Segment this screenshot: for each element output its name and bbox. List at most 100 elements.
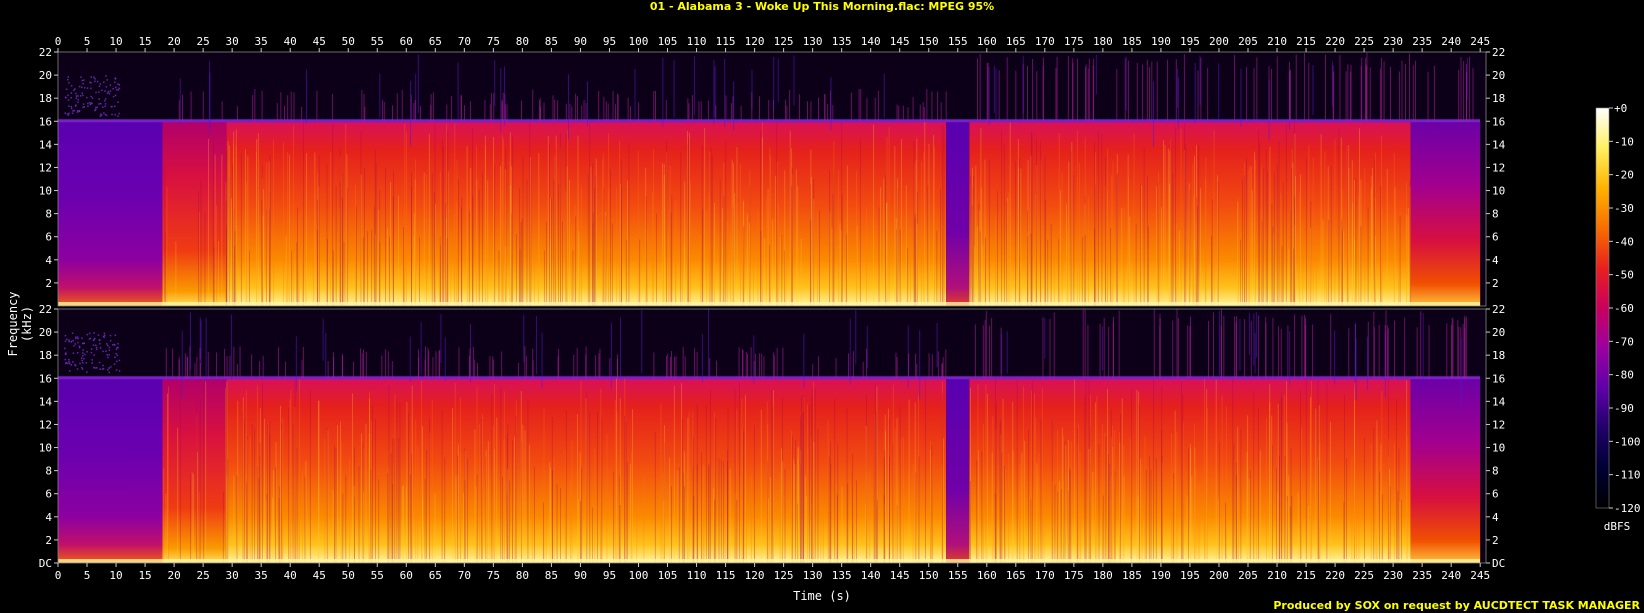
x-tick-label-top: 90 bbox=[574, 35, 587, 48]
x-tick-label-top: 225 bbox=[1354, 35, 1374, 48]
credit-text: Produced by SOX on request by AUCDTECT T… bbox=[1273, 599, 1640, 612]
y-tick-label-left: 8 bbox=[45, 208, 52, 221]
x-tick-label-bottom: 230 bbox=[1383, 569, 1403, 582]
y-tick-label-left: 12 bbox=[39, 418, 52, 431]
x-tick-label-top: 120 bbox=[745, 35, 765, 48]
x-tick-label-top: 70 bbox=[458, 35, 471, 48]
x-tick-label-top: 220 bbox=[1325, 35, 1345, 48]
x-tick-label-bottom: 50 bbox=[342, 569, 355, 582]
x-tick-label-bottom: 150 bbox=[919, 569, 939, 582]
y-tick-label-left: 20 bbox=[39, 326, 52, 339]
x-tick-label-bottom: 100 bbox=[629, 569, 649, 582]
y-tick-label-right: 4 bbox=[1492, 511, 1499, 524]
x-tick-label-bottom: 90 bbox=[574, 569, 587, 582]
x-tick-label-bottom: 85 bbox=[545, 569, 558, 582]
segment-loud bbox=[226, 378, 947, 563]
y-tick-label-right: 10 bbox=[1492, 185, 1505, 198]
x-tick-label-bottom: 120 bbox=[745, 569, 765, 582]
panel-frame bbox=[57, 308, 1487, 564]
colorbar-gradient bbox=[1595, 107, 1610, 509]
colorbar-tick-label: -100 bbox=[1614, 435, 1641, 448]
x-tick-label-bottom: 245 bbox=[1470, 569, 1490, 582]
x-tick-label-bottom: 20 bbox=[167, 569, 180, 582]
y-tick-label-right: DC bbox=[1492, 557, 1505, 570]
x-tick-label-bottom: 135 bbox=[832, 569, 852, 582]
colorbar-label: dBFS bbox=[1603, 520, 1631, 533]
y-tick-label-right: 8 bbox=[1492, 208, 1499, 221]
x-tick-label-bottom: 215 bbox=[1296, 569, 1316, 582]
x-tick-label-bottom: 40 bbox=[284, 569, 297, 582]
x-tick-label-top: 0 bbox=[55, 35, 62, 48]
x-tick-label-bottom: 170 bbox=[1035, 569, 1055, 582]
x-tick-label-top: 230 bbox=[1383, 35, 1403, 48]
x-tick-label-bottom: 155 bbox=[948, 569, 968, 582]
x-tick-label-bottom: 35 bbox=[255, 569, 268, 582]
x-tick-label-bottom: 220 bbox=[1325, 569, 1345, 582]
colorbar: +0 -10 -20 -30 -40 -50 -60 -70 -80 -90 -100 -110 -12… bbox=[1595, 102, 1641, 515]
segment-loud bbox=[226, 121, 947, 306]
texture bbox=[162, 378, 1408, 563]
y-tick-label-right: 20 bbox=[1492, 326, 1505, 339]
colorbar-tick-label: -30 bbox=[1614, 202, 1634, 215]
segment-quiet-intro bbox=[58, 121, 163, 306]
x-tick-label-bottom: 105 bbox=[658, 569, 678, 582]
x-tick-label-top: 105 bbox=[658, 35, 678, 48]
x-tick-label-bottom: 225 bbox=[1354, 569, 1374, 582]
x-axis: 0055101015152020252530303535404045455050… bbox=[55, 35, 1490, 582]
dc-band bbox=[58, 559, 1480, 563]
x-tick-label-top: 210 bbox=[1267, 35, 1287, 48]
x-tick-label-bottom: 30 bbox=[226, 569, 239, 582]
x-tick-label-bottom: 115 bbox=[716, 569, 736, 582]
x-tick-label-top: 190 bbox=[1151, 35, 1171, 48]
y-tick-label-right: 4 bbox=[1492, 254, 1499, 267]
x-tick-label-top: 45 bbox=[313, 35, 326, 48]
x-tick-label-top: 125 bbox=[774, 35, 794, 48]
x-tick-label-top: 50 bbox=[342, 35, 355, 48]
x-tick-label-bottom: 180 bbox=[1093, 569, 1113, 582]
x-tick-label-bottom: 25 bbox=[196, 569, 209, 582]
colorbar-tick-label: -90 bbox=[1614, 402, 1634, 415]
x-tick-label-top: 80 bbox=[516, 35, 529, 48]
colorbar-tick-label: -20 bbox=[1614, 169, 1634, 182]
x-tick-label-top: 75 bbox=[487, 35, 500, 48]
x-tick-label-top: 175 bbox=[1064, 35, 1084, 48]
y-tick-label-right: 2 bbox=[1492, 277, 1499, 290]
x-tick-label-bottom: 240 bbox=[1441, 569, 1461, 582]
x-tick-label-bottom: 195 bbox=[1180, 569, 1200, 582]
x-tick-label-bottom: 0 bbox=[55, 569, 62, 582]
y-tick-label-left: 10 bbox=[39, 442, 52, 455]
y-tick-label-left: 14 bbox=[39, 138, 53, 151]
x-tick-label-top: 60 bbox=[400, 35, 413, 48]
segment-sparse bbox=[162, 121, 227, 306]
x-tick-label-top: 150 bbox=[919, 35, 939, 48]
x-tick-label-top: 160 bbox=[977, 35, 997, 48]
x-tick-label-bottom: 60 bbox=[400, 569, 413, 582]
hf-spikes bbox=[64, 52, 1474, 148]
x-tick-label-top: 100 bbox=[629, 35, 649, 48]
x-tick-label-bottom: 5 bbox=[84, 569, 91, 582]
y-tick-label-right: 6 bbox=[1492, 488, 1499, 501]
x-tick-label-bottom: 175 bbox=[1064, 569, 1084, 582]
x-tick-label-bottom: 200 bbox=[1209, 569, 1229, 582]
x-tick-label-top: 10 bbox=[109, 35, 122, 48]
y-tick-label-left: 2 bbox=[45, 277, 52, 290]
colorbar-tick-label: -60 bbox=[1614, 302, 1634, 315]
y-tick-label-right: 6 bbox=[1492, 231, 1499, 244]
panel-frame bbox=[57, 51, 1487, 307]
y-tick-label-left: 6 bbox=[45, 488, 52, 501]
x-tick-label-bottom: 125 bbox=[774, 569, 794, 582]
x-tick-label-top: 200 bbox=[1209, 35, 1229, 48]
segment-fade-out bbox=[1410, 121, 1481, 306]
x-tick-label-top: 195 bbox=[1180, 35, 1200, 48]
x-tick-label-top: 185 bbox=[1122, 35, 1142, 48]
cutoff-line bbox=[58, 376, 1480, 380]
x-tick-label-bottom: 45 bbox=[313, 569, 326, 582]
x-tick-label-bottom: 75 bbox=[487, 569, 500, 582]
segment-quiet-break bbox=[946, 378, 970, 563]
x-tick-label-top: 130 bbox=[803, 35, 823, 48]
y-tick-label-right: 12 bbox=[1492, 418, 1505, 431]
y-tick-label-right: 10 bbox=[1492, 442, 1505, 455]
y-tick-label-left: 4 bbox=[45, 254, 52, 267]
